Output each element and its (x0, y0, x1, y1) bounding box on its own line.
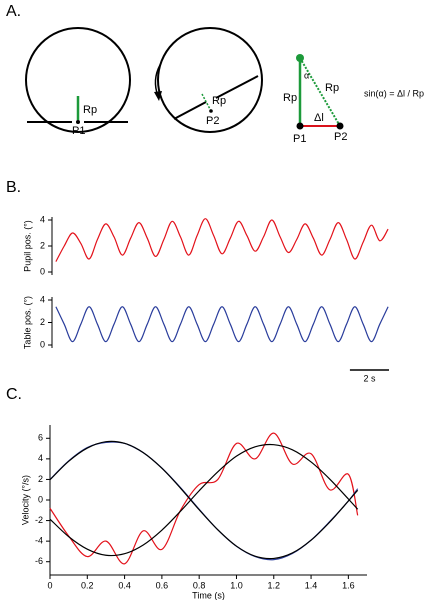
x-axis-label: Time (s) (192, 590, 225, 600)
scale-bar-label: 2 s (363, 373, 376, 383)
y-tick-label: 2 (38, 474, 43, 484)
y-tick-label: 4 (38, 453, 43, 463)
series-line (55, 218, 389, 262)
series-line (49, 440, 359, 560)
y-axis-label: Table pos. (°) (22, 296, 32, 349)
series-line (49, 441, 359, 561)
y-tick-label: -2 (35, 515, 43, 525)
label: Δl (314, 112, 324, 124)
y-tick-label: 0 (38, 494, 43, 504)
y-tick-label: 6 (38, 433, 43, 443)
label: Rp (325, 82, 339, 94)
label: P1 (72, 125, 85, 137)
point (76, 120, 80, 124)
series-line (49, 432, 359, 565)
y-tick-label: 4 (40, 214, 45, 224)
x-tick-label: 1.4 (305, 580, 318, 590)
y-tick-label: 0 (40, 339, 45, 349)
table-line (173, 101, 207, 120)
x-tick-label: 1.2 (268, 580, 281, 590)
y-tick-label: 0 (40, 266, 45, 276)
panel-label: C. (6, 386, 22, 403)
point (296, 122, 304, 130)
y-tick-label: 2 (40, 317, 45, 327)
y-tick-label: 2 (40, 240, 45, 250)
y-tick-label: -4 (35, 536, 43, 546)
arrow-head (154, 91, 162, 101)
x-tick-label: 0.8 (193, 580, 206, 590)
label: P2 (206, 115, 219, 127)
y-tick-label: -6 (35, 556, 43, 566)
panel-label: A. (6, 3, 21, 20)
y-axis-label: Pupil pos. (°) (22, 220, 32, 272)
eye-circle (25, 27, 131, 133)
x-tick-label: 0.6 (156, 580, 169, 590)
point (209, 109, 213, 113)
x-tick-label: 0.2 (81, 580, 94, 590)
series-line (49, 443, 359, 557)
point (296, 54, 304, 62)
x-tick-label: 1.0 (230, 580, 243, 590)
point (336, 122, 344, 130)
y-tick-label: 4 (40, 294, 45, 304)
x-tick-label: 0.4 (118, 580, 131, 590)
y-axis-label: Velocity (°/s) (20, 475, 30, 525)
label: Rp (83, 104, 97, 116)
panel-label: B. (6, 179, 21, 196)
label: Rp (283, 92, 297, 104)
label: P2 (334, 131, 347, 143)
rp-diag (299, 57, 341, 127)
table-line (215, 75, 259, 99)
eye-circle (157, 27, 263, 133)
label: P1 (293, 133, 306, 145)
x-tick-label: 0 (47, 580, 52, 590)
formula: sin(α) = Δl / Rp (364, 88, 424, 98)
label: α (304, 70, 309, 80)
x-tick-label: 1.6 (342, 580, 355, 590)
series-line (55, 306, 389, 343)
label: Rp (212, 95, 226, 107)
